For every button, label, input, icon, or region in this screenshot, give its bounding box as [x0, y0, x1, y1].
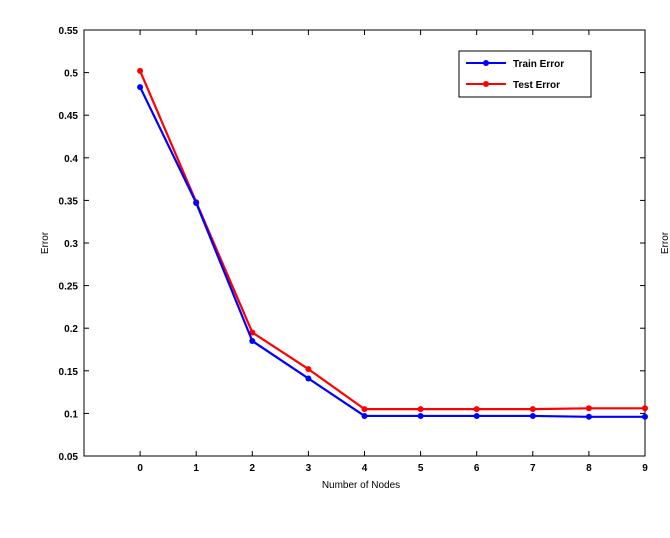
- test-error-point: [361, 406, 368, 413]
- plot-area: [83, 29, 646, 457]
- y-tick-label: 0.2: [64, 324, 78, 335]
- test-error-line: [139, 70, 645, 411]
- y-tick-label: 0.55: [59, 26, 79, 37]
- train-error-point: [417, 412, 424, 419]
- y-tick-label: 0.1: [64, 409, 78, 420]
- train-error-point: [305, 375, 312, 382]
- x-tick-label: 7: [530, 463, 536, 474]
- y-axis: 0.55 0.5 0.45 0.4 0.35 0.3 0.25 0.2 0.15 0.1 0.05: [59, 26, 645, 463]
- y-tick-label: 0.5: [64, 69, 78, 80]
- train-error-point: [473, 412, 480, 419]
- series-layer: [137, 67, 648, 420]
- test-error-legend-marker: [483, 81, 489, 87]
- train-error-point: [642, 413, 648, 420]
- test-error-point: [137, 67, 144, 74]
- clipped-axis-title: Error: [660, 231, 670, 254]
- y-tick-label: 0.25: [59, 282, 79, 293]
- x-tick-label: 1: [193, 463, 199, 474]
- x-tick-label: 9: [642, 463, 648, 474]
- train-error-legend-label: Train Error: [513, 59, 564, 70]
- x-tick-label: 6: [474, 463, 480, 474]
- y-tick-label: 0.15: [59, 367, 79, 378]
- train-error-line: [139, 86, 645, 418]
- test-error-point: [585, 405, 592, 412]
- test-error-point: [417, 406, 424, 413]
- x-tick-label: 8: [586, 463, 592, 474]
- x-tick-label: 2: [250, 463, 256, 474]
- y-tick-label: 0.3: [64, 239, 78, 250]
- test-error-legend-label: Test Error: [513, 80, 560, 91]
- train-error-point: [137, 84, 144, 91]
- y-tick-label: 0.35: [59, 196, 79, 207]
- y-tick-label: 0.4: [64, 154, 78, 165]
- y-tick-label: 0.45: [59, 111, 79, 122]
- test-error-point: [473, 406, 480, 413]
- train-error-legend-marker: [483, 60, 489, 66]
- train-error-point: [249, 337, 256, 344]
- x-tick-label: 5: [418, 463, 424, 474]
- test-error-point: [529, 406, 536, 413]
- y-axis-title: Error: [40, 231, 51, 254]
- legend-box: [458, 50, 592, 98]
- train-error-point: [193, 199, 200, 206]
- train-error-point: [585, 413, 592, 420]
- train-error-point: [361, 412, 368, 419]
- x-axis: 0 1 2 3 4 5 6 7 8 9: [137, 30, 648, 474]
- test-error-point: [642, 405, 648, 412]
- x-tick-label: 3: [306, 463, 312, 474]
- test-error-point: [305, 366, 312, 373]
- test-error-point: [249, 329, 256, 336]
- train-error-point: [529, 412, 536, 419]
- x-tick-label: 0: [137, 463, 143, 474]
- y-tick-label: 0.05: [59, 452, 79, 463]
- legend: Train Error Test Error: [458, 50, 592, 98]
- x-tick-label: 4: [362, 463, 368, 474]
- x-axis-title: Number of Nodes: [322, 480, 400, 491]
